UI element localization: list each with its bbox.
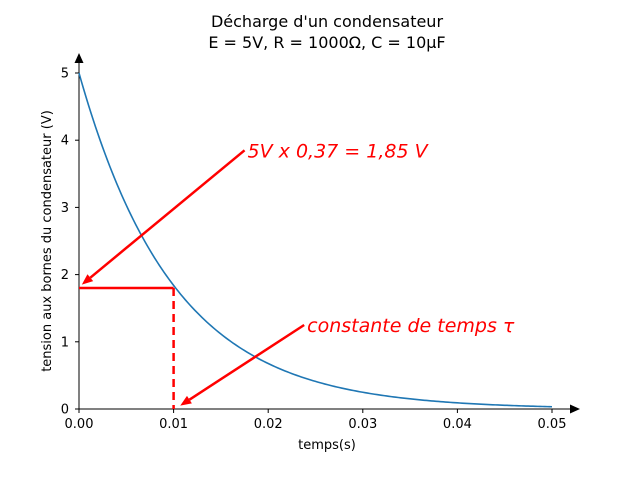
- x-tick-label: 0.01: [159, 417, 188, 432]
- y-tick-label: 3: [61, 201, 69, 216]
- annotation-text: constante de temps τ: [307, 315, 515, 337]
- x-axis-label: temps(s): [298, 438, 356, 453]
- y-tick-label: 4: [61, 134, 69, 149]
- x-tick-label: 0.04: [443, 417, 472, 432]
- y-axis-arrow: [74, 53, 84, 63]
- y-tick-label: 1: [61, 335, 69, 350]
- annotation-text: 5V x 0,37 = 1,85 V: [248, 140, 430, 162]
- x-tick-label: 0.02: [254, 417, 283, 432]
- y-axis-label: tension aux bornes du condensateur (V): [40, 110, 55, 372]
- y-tick-label: 5: [61, 67, 69, 82]
- y-tick-label: 0: [61, 403, 69, 418]
- annotation-arrow-line: [89, 149, 246, 279]
- annotation-arrow-line: [188, 323, 305, 401]
- annotation-arrow-head: [81, 274, 94, 285]
- chart-title-line-1: Décharge d'un condensateur: [211, 12, 443, 31]
- x-tick-label: 0.05: [538, 417, 567, 432]
- plot-area: 0.00 0.01 0.02 0.03 0.04 0.05 0 1 2 3 4 5 5V x 0,37 …: [61, 53, 580, 432]
- y-tick-label: 2: [61, 268, 69, 283]
- x-axis-arrow: [570, 404, 580, 414]
- x-tick-label: 0.03: [348, 417, 377, 432]
- annotation-arrow-head: [180, 395, 192, 406]
- series-line: [78, 72, 553, 408]
- chart-title-line-2: E = 5V, R = 1000Ω, C = 10µF: [208, 33, 445, 52]
- x-tick-label: 0.00: [65, 417, 94, 432]
